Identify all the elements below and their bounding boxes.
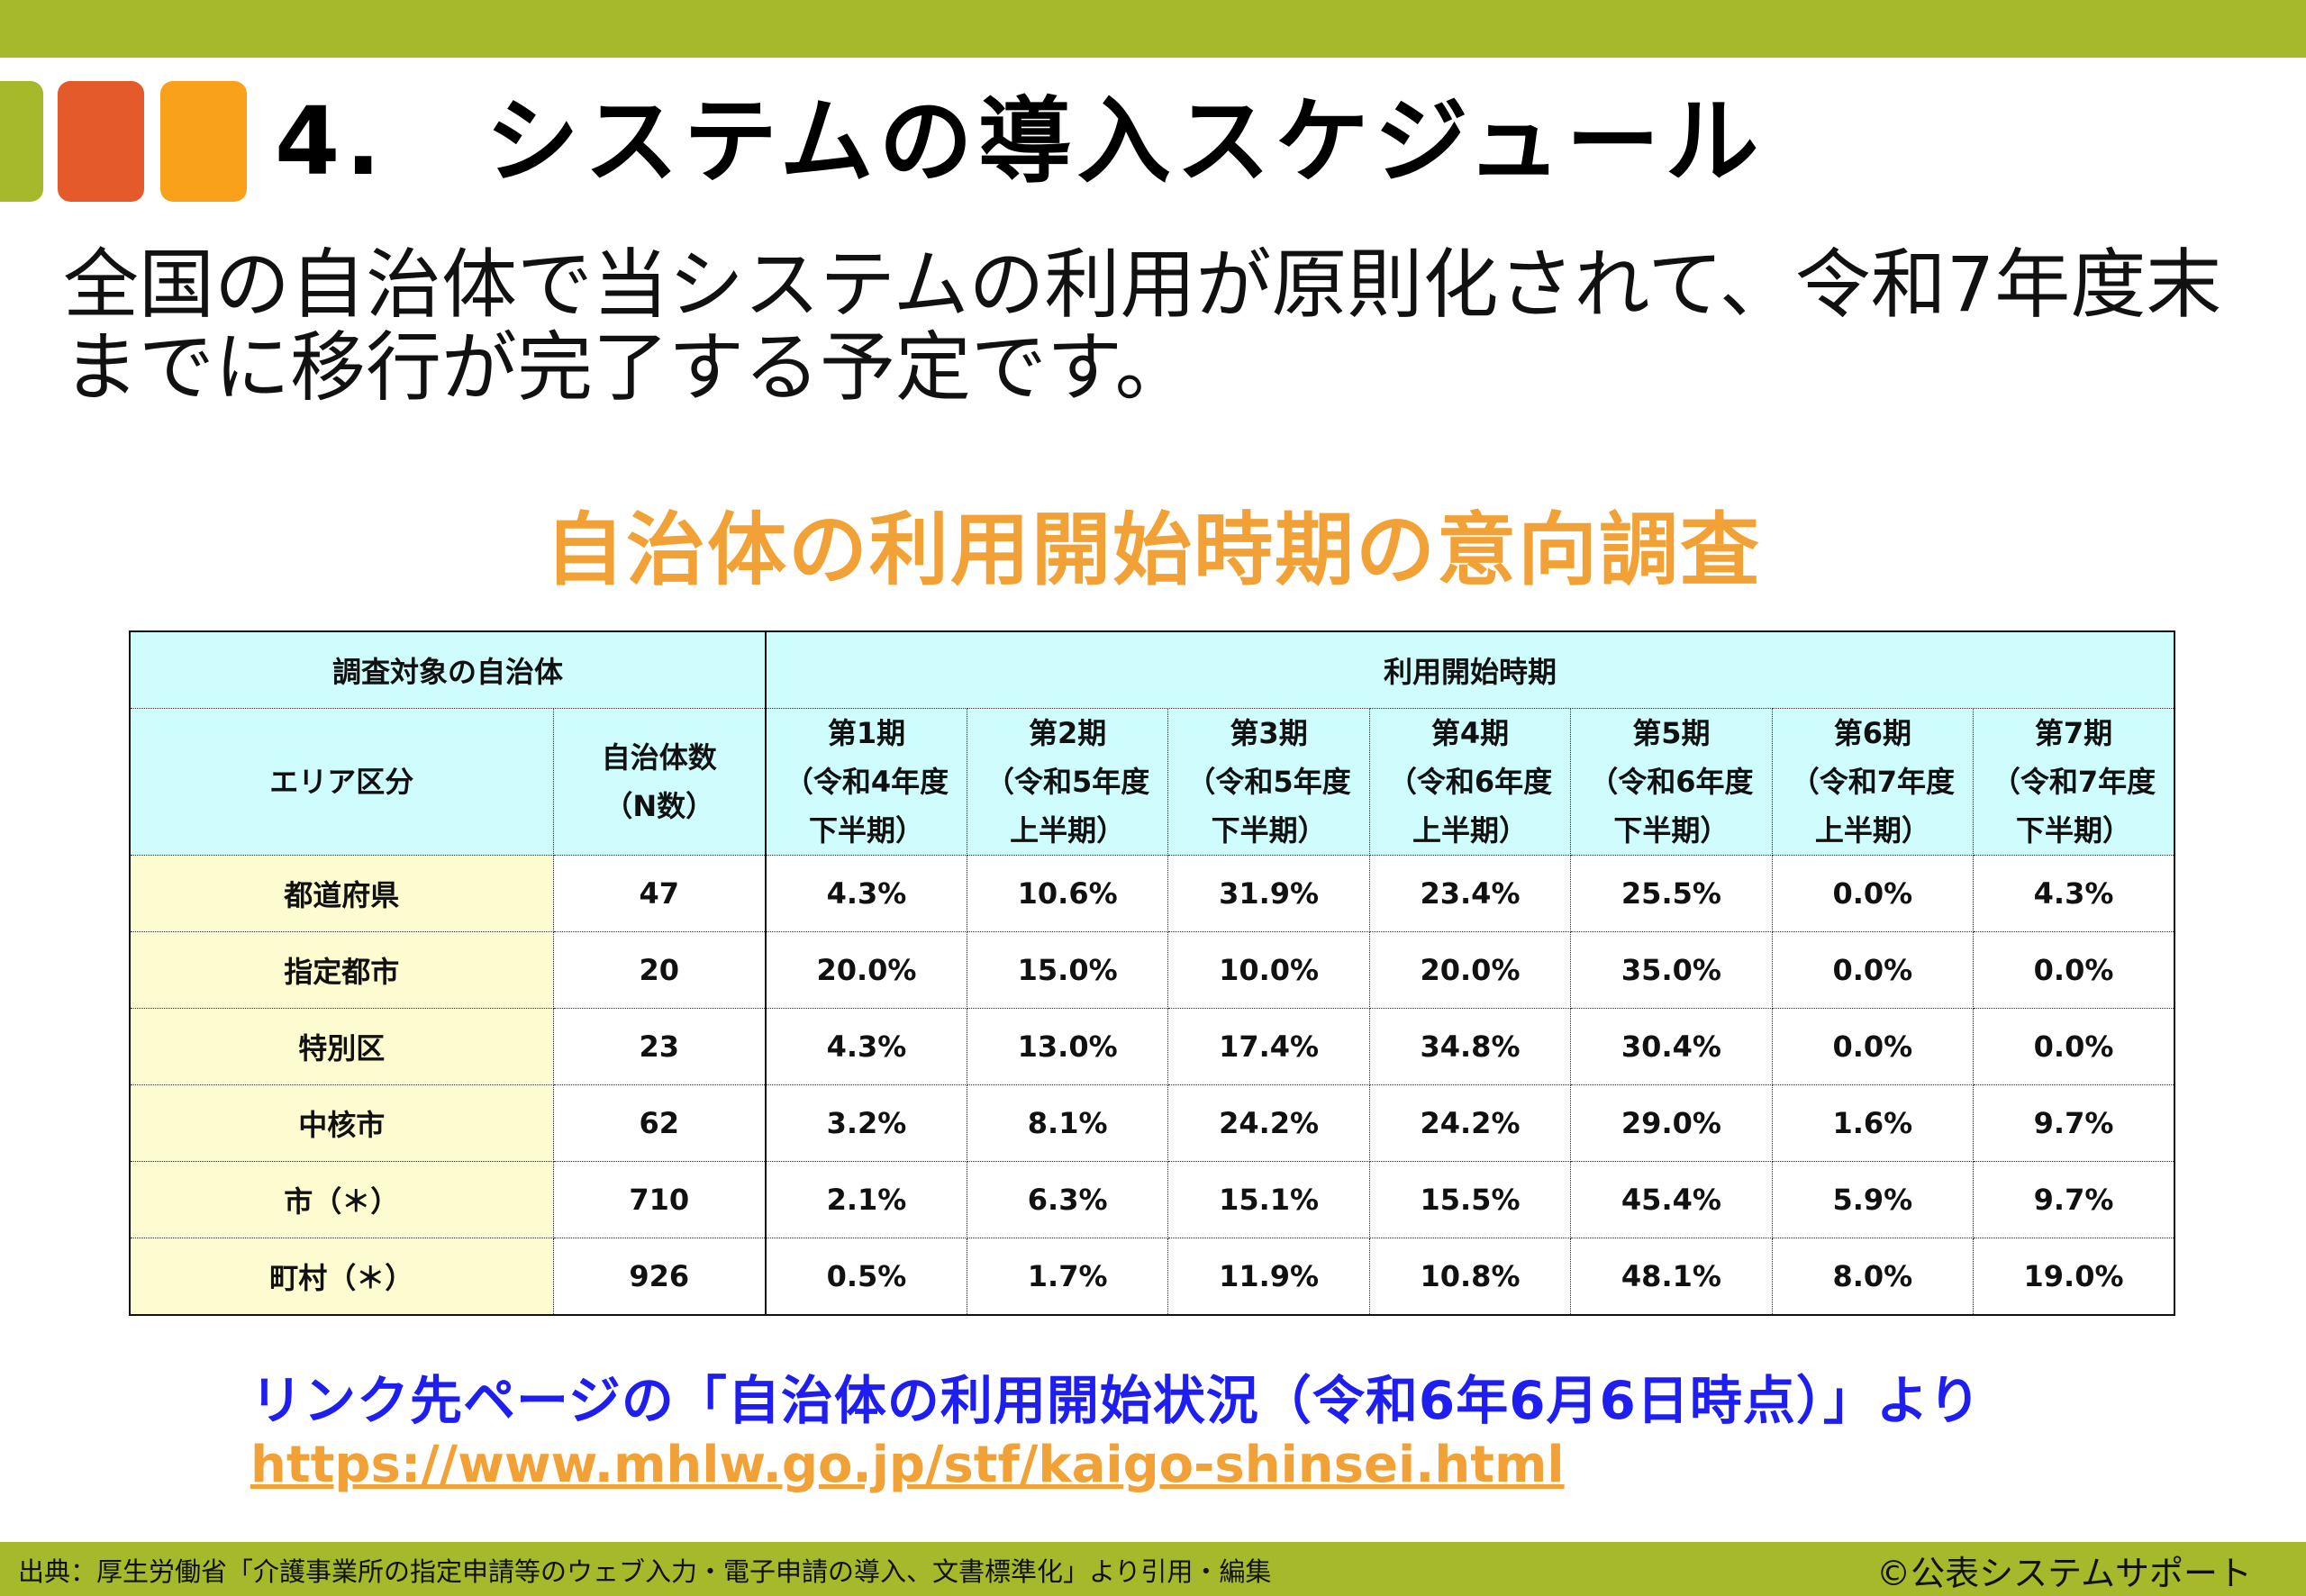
row-value: 6.3%	[966, 1161, 1169, 1238]
row-value: 20.0%	[1368, 931, 1572, 1009]
row-value: 4.3%	[765, 855, 967, 932]
row-value: 31.9%	[1167, 855, 1370, 932]
row-value: 10.8%	[1368, 1238, 1572, 1316]
row-value: 15.1%	[1167, 1161, 1370, 1238]
survey-title: 自治体の利用開始時期の意向調査	[544, 503, 1761, 596]
row-value: 19.0%	[1973, 1238, 2175, 1316]
table-group-header-row: 調査対象の自治体 利用開始時期	[129, 630, 2175, 709]
table-row: 特別区 23 4.3% 13.0% 17.4% 34.8% 30.4% 0.0%…	[129, 1008, 2175, 1085]
table-row: 町村（＊） 926 0.5% 1.7% 11.9% 10.8% 48.1% 8.…	[129, 1238, 2175, 1316]
row-count: 20	[552, 931, 767, 1009]
row-value: 25.5%	[1570, 855, 1773, 932]
col-header-period-5: 第5期 （令和6年度 下半期）	[1570, 708, 1773, 856]
row-value: 0.5%	[765, 1238, 967, 1316]
table-row: 市（＊） 710 2.1% 6.3% 15.1% 15.5% 45.4% 5.9…	[129, 1161, 2175, 1238]
source-note: リンク先ページの「自治体の利用開始状況（令和6年6月6日時点）」より	[250, 1370, 1982, 1431]
row-value: 9.7%	[1973, 1084, 2175, 1162]
survey-table: 調査対象の自治体 利用開始時期 エリア区分 自治体数 （N数） 第1期 （令和4年…	[129, 630, 2175, 1316]
row-value: 29.0%	[1570, 1084, 1773, 1162]
row-value: 10.0%	[1167, 931, 1370, 1009]
col-header-count-line2: （N数）	[604, 789, 715, 823]
row-value: 20.0%	[765, 931, 967, 1009]
footer-source: 出典：厚生労働省「介護事業所の指定申請等のウェブ入力・電子申請の導入、文書標準化…	[18, 1556, 1272, 1587]
col-header-count-line1: 自治体数	[601, 740, 717, 775]
row-value: 13.0%	[966, 1008, 1169, 1085]
row-value: 0.0%	[1771, 855, 1975, 932]
top-accent-bar	[0, 0, 2306, 58]
group-header-target: 調査対象の自治体	[129, 630, 767, 709]
lead-line-1: 全国の自治体で当システムの利用が原則化されて、令和7年度末	[63, 240, 2222, 329]
bottom-accent-bar	[0, 1542, 2306, 1596]
accent-square-red	[58, 81, 144, 202]
row-area: 都道府県	[129, 855, 554, 932]
row-value: 11.9%	[1167, 1238, 1370, 1316]
row-value: 8.1%	[966, 1084, 1169, 1162]
row-value: 34.8%	[1368, 1008, 1572, 1085]
row-value: 45.4%	[1570, 1161, 1773, 1238]
row-value: 1.6%	[1771, 1084, 1975, 1162]
row-value: 9.7%	[1973, 1161, 2175, 1238]
row-count: 710	[552, 1161, 767, 1238]
accent-square-green	[0, 81, 43, 202]
col-header-count: 自治体数 （N数）	[552, 708, 767, 856]
lead-line-2: までに移行が完了する予定です。	[63, 323, 1191, 412]
table-row: 指定都市 20 20.0% 15.0% 10.0% 20.0% 35.0% 0.…	[129, 931, 2175, 1009]
page-title: 4. システムの導入スケジュール	[275, 86, 1765, 196]
row-value: 4.3%	[765, 1008, 967, 1085]
col-header-period-7: 第7期 （令和7年度 下半期）	[1973, 708, 2175, 856]
row-value: 5.9%	[1771, 1161, 1975, 1238]
row-area: 中核市	[129, 1084, 554, 1162]
row-area: 市（＊）	[129, 1161, 554, 1238]
col-header-area: エリア区分	[129, 708, 554, 856]
row-value: 15.0%	[966, 931, 1169, 1009]
row-value: 4.3%	[1973, 855, 2175, 932]
footer-copyright: ©公表システムサポート	[1876, 1554, 2252, 1593]
row-count: 926	[552, 1238, 767, 1316]
table-row: 中核市 62 3.2% 8.1% 24.2% 24.2% 29.0% 1.6% …	[129, 1084, 2175, 1162]
row-value: 35.0%	[1570, 931, 1773, 1009]
row-value: 24.2%	[1368, 1084, 1572, 1162]
col-header-period-6: 第6期 （令和7年度 上半期）	[1771, 708, 1975, 856]
source-link[interactable]: https://www.mhlw.go.jp/stf/kaigo-shinsei…	[250, 1436, 1565, 1494]
row-count: 47	[552, 855, 767, 932]
table-column-header-row: エリア区分 自治体数 （N数） 第1期 （令和4年度 下半期） 第2期 （令和5年度上…	[129, 708, 2175, 856]
row-value: 1.7%	[966, 1238, 1169, 1316]
row-value: 15.5%	[1368, 1161, 1572, 1238]
row-value: 8.0%	[1771, 1238, 1975, 1316]
col-header-period-3: 第3期 （令和5年度 下半期）	[1167, 708, 1370, 856]
row-value: 17.4%	[1167, 1008, 1370, 1085]
row-value: 3.2%	[765, 1084, 967, 1162]
group-header-period: 利用開始時期	[765, 630, 2175, 709]
row-area: 町村（＊）	[129, 1238, 554, 1316]
lead-text: 全国の自治体で当システムの利用が原則化されて、令和7年度末 までに移行が完了する…	[63, 243, 2261, 409]
row-value: 30.4%	[1570, 1008, 1773, 1085]
row-area: 特別区	[129, 1008, 554, 1085]
row-value: 10.6%	[966, 855, 1169, 932]
row-count: 23	[552, 1008, 767, 1085]
row-count: 62	[552, 1084, 767, 1162]
row-value: 2.1%	[765, 1161, 967, 1238]
row-area: 指定都市	[129, 931, 554, 1009]
row-value: 0.0%	[1771, 1008, 1975, 1085]
col-header-period-2: 第2期 （令和5年度 上半期）	[966, 708, 1169, 856]
row-value: 0.0%	[1973, 1008, 2175, 1085]
col-header-period-4: 第4期 （令和6年度 上半期）	[1368, 708, 1572, 856]
row-value: 0.0%	[1771, 931, 1975, 1009]
row-value: 48.1%	[1570, 1238, 1773, 1316]
row-value: 23.4%	[1368, 855, 1572, 932]
accent-square-orange	[160, 81, 247, 202]
row-value: 24.2%	[1167, 1084, 1370, 1162]
row-value: 0.0%	[1973, 931, 2175, 1009]
col-header-period-1: 第1期 （令和4年度 下半期）	[765, 708, 967, 856]
table-row: 都道府県 47 4.3% 10.6% 31.9% 23.4% 25.5% 0.0…	[129, 855, 2175, 932]
